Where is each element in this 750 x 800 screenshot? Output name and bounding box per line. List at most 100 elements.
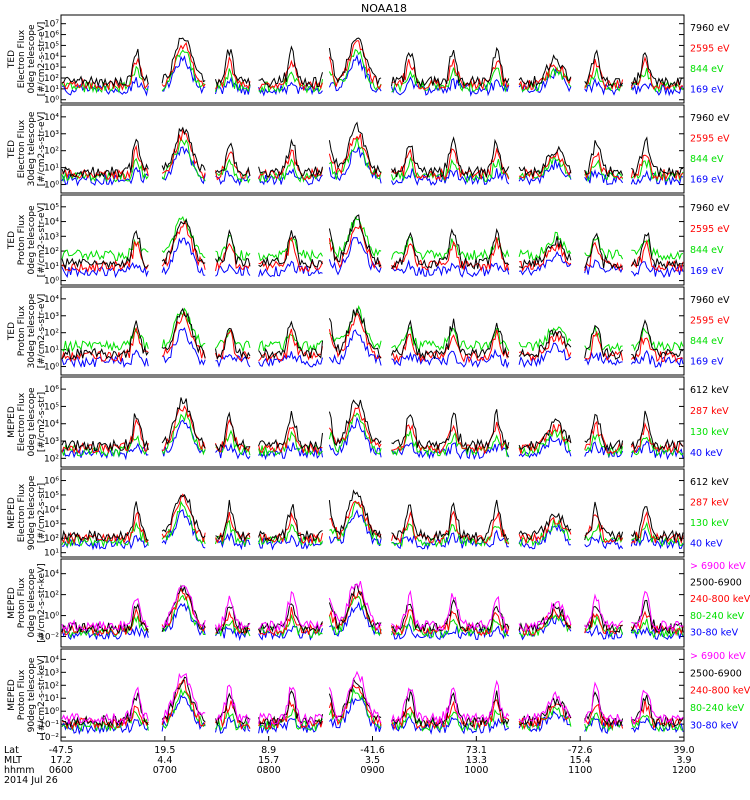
series-trace-blue — [61, 327, 684, 369]
y-tick-label: 10⁵ — [44, 402, 59, 412]
legend-entry: 612 keV — [690, 477, 729, 488]
panel-frame — [60, 286, 685, 376]
series-trace-green — [61, 687, 684, 733]
legend-entry: 844 eV — [690, 64, 724, 75]
x-tick-lat: -41.6 — [360, 745, 385, 756]
y-axis-label-line: TED — [7, 140, 17, 159]
y-tick-label: 10³ — [44, 232, 59, 242]
y-tick-label: 10⁰ — [44, 277, 59, 287]
y-tick-label: 10⁰ — [44, 363, 59, 373]
x-tick-lat: 19.5 — [154, 745, 175, 756]
legend-entry: 2595 eV — [690, 133, 730, 144]
series-trace-blue — [61, 237, 684, 279]
series-trace-red — [61, 220, 684, 273]
legend-entry: 2595 eV — [690, 43, 730, 54]
y-axis-label-line: Proton Flux — [17, 669, 27, 720]
x-row-label-hhmm: hhmm — [4, 765, 35, 776]
x-tick-mlt: 4.4 — [157, 755, 172, 766]
y-tick-label: 10⁵ — [44, 491, 59, 501]
legend-entry: 7960 eV — [690, 295, 730, 306]
legend-entry: 7960 eV — [690, 203, 730, 214]
y-tick-label: 10² — [44, 329, 59, 339]
legend-entry: 169 eV — [690, 174, 724, 185]
panel-4: 10⁰ 10¹ 10² 10³ 10⁴ TED Proton Flux 30deg teles… — [7, 286, 730, 376]
series-trace-blue — [61, 416, 684, 461]
legend-entry: 612 keV — [690, 385, 729, 396]
series-trace-green — [61, 410, 684, 458]
y-tick-label: 10² — [44, 591, 59, 601]
y-tick-label: 10⁴ — [44, 505, 59, 515]
y-axis-label-line: [#/cm2-s-str] — [37, 483, 47, 543]
y-axis-label-line: MEPED — [7, 587, 17, 619]
y-axis-label-line: MEPED — [7, 406, 17, 438]
y-tick-label: 10⁻¹ — [39, 720, 59, 730]
legend-entry: 2500-6900 — [690, 668, 742, 679]
y-tick-label: 10³ — [44, 130, 59, 140]
series-trace-blue — [61, 53, 684, 97]
series-trace-black — [61, 37, 684, 89]
series-trace-red — [61, 129, 684, 182]
y-tick-label: 10² — [44, 681, 59, 691]
y-tick-label: 10² — [44, 74, 59, 84]
series-trace-black — [61, 307, 684, 361]
y-axis-label-line: MEPED — [7, 497, 17, 529]
x-tick-mlt: 15.7 — [258, 755, 279, 766]
y-axis-label-line: [#/cm2-s-str-eV] — [37, 203, 47, 278]
x-tick-hhmm: 0900 — [360, 765, 384, 776]
series-trace-magenta — [61, 670, 684, 726]
legend-entry: 844 eV — [690, 245, 724, 256]
series-trace-magenta — [61, 580, 684, 633]
y-tick-label: 10² — [44, 247, 59, 257]
y-tick-label: 10² — [44, 534, 59, 544]
y-tick-label: 10⁶ — [44, 385, 59, 395]
y-axis-label-line: TED — [7, 322, 17, 341]
legend-entry: 30-80 keV — [690, 627, 739, 638]
series-trace-red — [61, 40, 684, 92]
y-axis-label-line: [#/cm2-s-str-eV] — [37, 22, 47, 97]
x-tick-hhmm: 1200 — [672, 765, 696, 776]
legend-entry: 287 keV — [690, 497, 729, 508]
y-tick-label: 10⁴ — [44, 570, 59, 580]
panel-8: 10⁻² 10⁻¹ 10⁰ 10¹ 10² 10³ 10⁴ MEPED Proton Flux 9… — [7, 648, 750, 743]
series-trace-blue — [61, 509, 684, 551]
series-trace-blue — [61, 146, 684, 187]
x-tick-hhmm: 0600 — [49, 765, 73, 776]
y-axis-label-line: 30deg telescope — [27, 293, 37, 368]
y-axis-label-line: 0deg telescope — [27, 387, 37, 457]
legend-entry: 40 keV — [690, 448, 723, 459]
x-tick-mlt: 3.9 — [676, 755, 691, 766]
legend-entry: > 6900 keV — [690, 651, 746, 662]
x-tick-hhmm: 0700 — [153, 765, 177, 776]
y-axis-label-line: Proton Flux — [17, 305, 27, 356]
y-tick-label: 10⁵ — [44, 41, 59, 51]
y-axis-label-line: 90deg telescope — [27, 475, 37, 550]
x-tick-lat: 39.0 — [673, 745, 694, 756]
panel-frame — [60, 194, 685, 286]
legend-entry: 130 keV — [690, 518, 729, 529]
series-trace-blue — [61, 601, 684, 642]
y-axis-label-line: Proton Flux — [17, 214, 27, 265]
y-axis-label-line: TED — [7, 50, 17, 69]
y-axis-label-line: 30deg telescope — [27, 111, 37, 186]
y-tick-label: 10⁴ — [44, 113, 59, 123]
legend-entry: 130 keV — [690, 427, 729, 438]
y-axis-label-line: 0deg telescope — [27, 568, 37, 638]
x-tick-mlt: 13.3 — [466, 755, 487, 766]
y-axis-label-line: TED — [7, 231, 17, 250]
y-axis-label-line: 0deg telescope — [27, 205, 37, 275]
y-axis-label-line: Proton Flux — [17, 577, 27, 628]
x-tick-hhmm: 1100 — [568, 765, 592, 776]
series-trace-black — [61, 397, 684, 453]
legend-entry: 7960 eV — [690, 113, 730, 124]
panel-frame — [60, 104, 685, 194]
x-tick-lat: -47.5 — [49, 745, 74, 756]
y-axis-label-line: [#/cm2-s-str-eV] — [37, 112, 47, 187]
x-tick-mlt: 3.5 — [365, 755, 380, 766]
x-date-label: 2014 Jul 26 — [4, 775, 58, 786]
legend-entry: 844 eV — [690, 336, 724, 347]
figure-title: NOAA18 — [361, 2, 407, 15]
